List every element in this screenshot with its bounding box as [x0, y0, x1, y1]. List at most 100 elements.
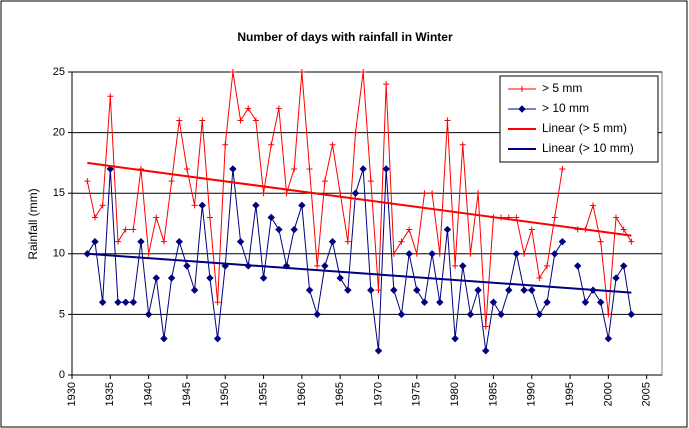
data-point — [328, 237, 337, 246]
data-point — [122, 226, 129, 233]
data-point — [444, 117, 451, 124]
data-point — [275, 225, 283, 234]
data-point — [367, 178, 374, 185]
data-point — [604, 334, 613, 343]
data-point — [628, 238, 635, 245]
data-point — [99, 202, 106, 209]
data-point — [329, 141, 336, 148]
data-point — [84, 178, 91, 185]
trend-line — [87, 252, 632, 294]
data-point — [596, 298, 605, 306]
y-tick-label: 15 — [53, 187, 65, 199]
data-point — [590, 202, 597, 209]
x-tick-label: 2000 — [602, 382, 614, 406]
data-point — [612, 274, 620, 282]
data-point — [505, 286, 513, 294]
data-point — [482, 323, 489, 330]
data-point — [475, 190, 482, 197]
data-point — [298, 201, 306, 210]
x-tick-label: 1940 — [143, 382, 155, 406]
x-tick-label: 1985 — [487, 382, 499, 406]
data-point — [130, 226, 137, 233]
data-point — [428, 250, 436, 258]
x-tick-label: 2005 — [641, 382, 653, 406]
x-tick-label: 1980 — [449, 382, 461, 406]
data-point — [114, 298, 122, 306]
data-point — [360, 69, 367, 75]
data-point — [352, 129, 359, 136]
data-point — [183, 165, 190, 172]
data-point — [152, 274, 160, 282]
data-point — [528, 226, 535, 233]
data-point — [398, 238, 405, 245]
data-point — [321, 262, 329, 270]
data-point — [451, 334, 459, 343]
data-point — [405, 250, 413, 258]
data-point — [375, 287, 382, 294]
y-tick-label: 25 — [53, 66, 65, 78]
data-point — [558, 237, 567, 246]
y-axis-label: Rainfall (mm) — [26, 188, 40, 259]
data-point — [245, 105, 252, 112]
data-point — [260, 190, 267, 197]
x-tick-label: 1975 — [411, 382, 423, 406]
data-point — [382, 165, 390, 173]
data-point — [574, 262, 582, 270]
data-point — [512, 250, 521, 258]
data-point — [291, 165, 298, 172]
y-tick-label: 5 — [59, 308, 65, 320]
data-point — [374, 347, 383, 355]
data-point — [605, 311, 612, 318]
x-tick-label: 1965 — [334, 382, 346, 406]
data-point — [153, 214, 160, 221]
data-point — [176, 117, 183, 124]
legend-label: > 5 mm — [542, 81, 582, 95]
chart-title: Number of days with rainfall in Winter — [237, 30, 453, 44]
data-point — [222, 141, 229, 148]
data-point — [191, 202, 198, 209]
data-point — [267, 213, 275, 222]
data-point — [620, 226, 627, 233]
data-point — [290, 225, 298, 234]
data-point — [298, 69, 305, 75]
data-point — [167, 274, 176, 282]
x-tick-label: 1990 — [526, 382, 538, 406]
data-point — [214, 299, 221, 306]
data-point — [199, 117, 206, 124]
y-tick-label: 10 — [53, 248, 65, 260]
data-point — [121, 298, 130, 306]
data-point — [160, 334, 168, 343]
data-point — [259, 274, 268, 282]
data-point — [106, 165, 115, 173]
x-tick-label: 1945 — [181, 382, 193, 406]
data-point — [420, 298, 429, 306]
data-point — [551, 214, 558, 221]
data-point — [521, 250, 528, 257]
data-point — [190, 286, 199, 294]
data-point — [619, 262, 628, 270]
data-point — [198, 201, 206, 210]
data-point — [229, 69, 236, 75]
data-point — [467, 250, 474, 257]
legend-marker — [518, 105, 526, 113]
data-point — [336, 274, 344, 282]
data-point — [459, 141, 466, 148]
data-point — [306, 165, 313, 172]
data-point — [551, 250, 559, 258]
data-point — [213, 334, 222, 343]
data-point — [559, 165, 566, 172]
data-point — [466, 310, 475, 319]
data-point — [144, 310, 153, 319]
data-point — [183, 262, 191, 270]
data-point — [168, 178, 175, 185]
data-point — [337, 190, 344, 197]
data-point — [91, 214, 98, 221]
data-point — [613, 214, 620, 221]
x-tick-label: 1960 — [296, 382, 308, 406]
data-point — [252, 201, 260, 210]
y-tick-label: 20 — [53, 127, 65, 139]
data-point — [359, 165, 367, 173]
legend-box — [499, 75, 659, 163]
data-point — [114, 238, 121, 245]
data-point — [413, 286, 421, 294]
